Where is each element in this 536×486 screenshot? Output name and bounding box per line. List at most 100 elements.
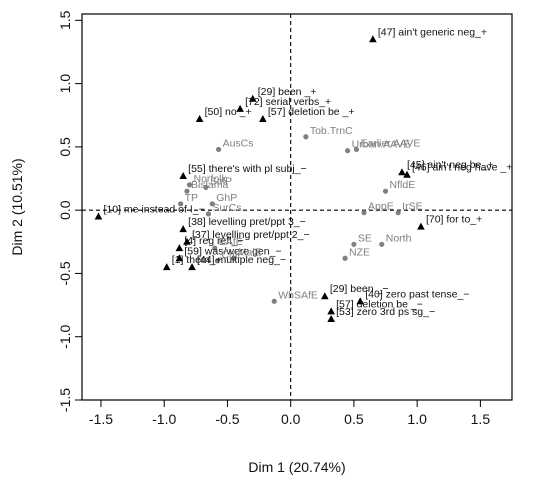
variable-point-triangle — [183, 237, 191, 245]
variable-label: [44] multiple neg_− — [197, 254, 286, 266]
variable-label: [46] ain't neg have _+ — [412, 162, 512, 174]
variety-label: Tob.TrnC — [310, 125, 353, 137]
variable-label: [55] there's with pl subj_− — [188, 163, 306, 175]
variety-label: EAfE — [219, 236, 243, 248]
variety-label: ChE — [221, 249, 241, 261]
variety-label: Earlier.AAVE — [360, 137, 420, 149]
variety-label: SolP — [210, 175, 232, 187]
variety-point-circle — [215, 146, 222, 153]
variety-point-circle — [382, 188, 389, 194]
variety-point-circle — [205, 211, 212, 217]
variety-point-circle — [214, 258, 220, 264]
x-tick-label: 1.0 — [407, 411, 427, 427]
variety-point-circle — [379, 241, 385, 247]
reference-lines — [82, 14, 512, 400]
variety-label: North — [386, 232, 412, 244]
variable-label: [57] deletion be _+ — [268, 106, 355, 118]
variable-label: [29] been _− — [330, 283, 389, 295]
variety-label: WhSAfE — [278, 289, 318, 301]
variety-label: AusCs — [223, 137, 254, 149]
variety-point-circle — [186, 182, 193, 188]
variety-label: AppE — [368, 201, 394, 213]
y-axis: -1.5 -1.0 -0.5 0.0 0.5 1.0 1.5 — [57, 10, 82, 412]
variable-point-triangle — [179, 225, 187, 233]
variety-label: NZE — [349, 246, 370, 258]
variable-point-triangle — [175, 254, 184, 262]
variety-label: MalE — [238, 246, 262, 258]
variable-point-triangle — [369, 35, 377, 43]
variety-point-circle — [178, 201, 184, 207]
variety-point-circle — [303, 134, 309, 140]
variable-label: [57] deletion be _− — [336, 298, 423, 310]
y-axis-title: Dim 2 (10.51%) — [9, 158, 25, 255]
y-tick-label: 0.5 — [57, 137, 73, 157]
variety-point-circle — [203, 184, 209, 190]
variable-point-triangle — [195, 115, 204, 123]
variable-label: [59] was/were gen_− — [184, 245, 281, 257]
variable-label: [72] serial verbs_+ — [245, 96, 331, 108]
variety-label: Norfolk — [194, 173, 228, 185]
x-tick-label: 0.0 — [281, 411, 301, 427]
variety-label: SE — [358, 232, 372, 244]
variable-point-triangle — [248, 94, 257, 102]
x-tick-label: -1.5 — [89, 411, 113, 427]
variable-label: [1] them_− — [172, 254, 222, 266]
variable-label: [10] me instead of I_− — [103, 203, 204, 215]
variety-point-circle — [209, 201, 215, 207]
x-tick-label: -0.5 — [215, 411, 239, 427]
variable-point-triangle — [403, 170, 411, 178]
y-tick-label: -1.0 — [57, 324, 73, 348]
point-labels: [47] ain't generic neg_+ [29] been _+[72]… — [103, 26, 512, 318]
x-axis-title: Dim 1 (20.74%) — [248, 459, 345, 475]
variety-point-circle — [395, 210, 401, 216]
variable-point-triangle — [236, 104, 244, 112]
y-tick-label: -1.5 — [57, 388, 73, 412]
variable-point-triangle — [179, 171, 187, 179]
variable-point-triangle — [94, 212, 103, 220]
variable-point-triangle — [321, 292, 329, 300]
x-tick-label: 1.5 — [471, 411, 491, 427]
variety-point-circle — [344, 148, 351, 154]
variety-label: SurCs — [212, 202, 241, 214]
x-axis: -1.5 -1.0 -0.5 0.0 0.5 1.0 1.5 — [89, 400, 490, 427]
y-tick-label: 1.0 — [57, 74, 73, 94]
variable-label: [47] ain't generic neg_+ — [378, 26, 487, 38]
variety-label: TP — [185, 192, 198, 204]
variable-point-triangle — [188, 263, 196, 271]
data-points — [94, 35, 425, 323]
variety-point-circle — [271, 298, 277, 304]
variety-label: GhP — [216, 192, 237, 204]
variable-label: [37] levelling pret/ppt 2_− — [192, 229, 310, 241]
variety-label: IrSE — [402, 201, 422, 213]
variety-point-circle — [184, 188, 190, 194]
variable-point-triangle — [417, 222, 425, 230]
variety-label: Urban.AAVE — [352, 139, 411, 151]
x-tick-label: -1.0 — [152, 411, 176, 427]
variable-point-triangle — [175, 244, 184, 252]
variable-label: [50] no _+ — [205, 106, 252, 118]
variable-label: [40] zero past tense_− — [365, 288, 469, 300]
variable-label: [29] been _+ — [258, 86, 317, 98]
variety-point-circle — [212, 245, 218, 251]
y-tick-label: 0.0 — [57, 200, 73, 220]
variety-point-circle — [353, 146, 360, 153]
variety-point-circle — [342, 255, 348, 261]
variable-label: [4] reg refl_− — [184, 235, 243, 247]
variable-point-triangle — [162, 263, 171, 271]
variety-point-circle — [361, 210, 367, 216]
variable-point-triangle — [327, 307, 335, 315]
plot-frame — [81, 13, 513, 401]
variety-point-circle — [351, 241, 357, 247]
variety-label: NfldE — [390, 179, 416, 191]
variable-label: [38] levelling pret/ppt 3_− — [188, 216, 306, 228]
variable-label: [70] for to_+ — [426, 214, 482, 226]
variable-point-triangle — [327, 315, 335, 323]
variable-label: [45] ain't neg be_+ — [407, 159, 493, 171]
variable-label: [53] zero 3rd ps sg_− — [336, 306, 435, 318]
variable-point-triangle — [398, 168, 406, 176]
y-tick-label: -0.5 — [57, 261, 73, 285]
y-tick-label: 1.5 — [57, 10, 73, 30]
variety-point-circle — [231, 255, 237, 261]
variety-label: Bislama — [191, 179, 229, 191]
variable-point-triangle — [356, 297, 365, 305]
